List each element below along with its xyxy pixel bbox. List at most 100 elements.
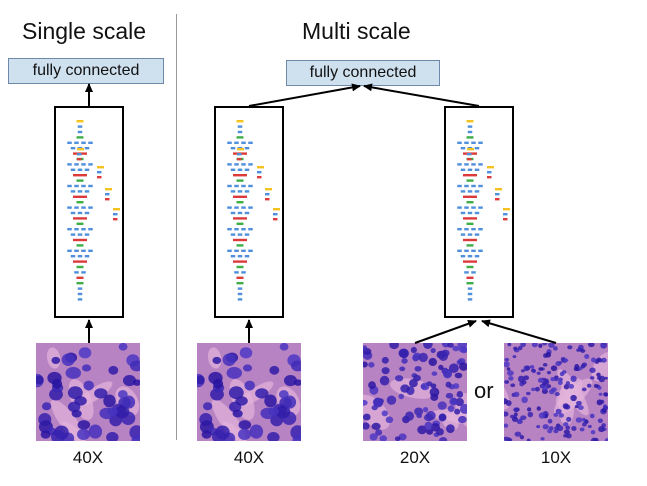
layer-block <box>257 176 262 179</box>
layer-block <box>273 218 278 221</box>
layer-block <box>463 174 470 177</box>
layer-block <box>74 163 79 166</box>
layer-block <box>84 168 90 171</box>
layer-block <box>77 287 83 290</box>
layer-block <box>240 217 247 220</box>
layer-block <box>74 228 79 231</box>
layer-block <box>248 184 253 188</box>
layer-block <box>230 190 236 193</box>
layer-block <box>67 163 72 166</box>
layer-block <box>81 249 86 252</box>
layer-block <box>74 249 79 252</box>
layer-block <box>77 168 83 171</box>
layer-block <box>466 222 474 225</box>
patch-10x <box>504 343 608 441</box>
layer-block <box>76 282 84 285</box>
layer-block <box>113 218 118 221</box>
layer-block <box>236 244 244 247</box>
single-network-box <box>54 106 124 318</box>
layer-block <box>234 163 239 166</box>
layer-block <box>236 179 244 182</box>
layer-block <box>230 147 236 150</box>
layer-block <box>471 184 476 188</box>
layer-block <box>77 148 84 151</box>
layer-block <box>503 218 508 221</box>
single-scale-title: Single scale <box>22 18 147 44</box>
layer-block <box>265 188 272 191</box>
layer-block <box>70 168 76 171</box>
layer-block <box>467 168 473 171</box>
layer-block <box>77 233 83 236</box>
arrow-20x-to-net <box>414 319 477 344</box>
layer-block <box>471 228 476 231</box>
layer-block <box>74 206 79 209</box>
layer-block <box>237 125 243 128</box>
patch-20x <box>363 343 467 441</box>
layer-block <box>240 174 247 177</box>
layer-block <box>234 249 239 252</box>
layer-block <box>84 211 90 215</box>
layer-block <box>230 211 236 215</box>
layer-block <box>227 228 232 231</box>
layer-block <box>70 255 76 258</box>
arrow-net-right-to-fc <box>363 83 480 107</box>
arrow-net-left-to-fc <box>248 83 361 107</box>
layer-block <box>237 211 243 215</box>
layer-block <box>503 213 508 216</box>
layer-block <box>495 193 500 196</box>
layer-block <box>241 141 246 144</box>
histology-image <box>197 343 301 441</box>
layer-block <box>76 222 84 225</box>
layer-block <box>73 174 80 177</box>
layer-block <box>88 228 93 231</box>
layer-block <box>457 184 462 188</box>
layer-block <box>487 166 494 169</box>
layer-block <box>265 198 270 201</box>
layer-block <box>233 152 240 155</box>
layer-block <box>467 298 473 301</box>
network-diagram-icon <box>227 120 280 301</box>
layer-block <box>471 206 476 209</box>
layer-block <box>70 147 76 150</box>
layer-block <box>467 148 474 151</box>
mag-label-10x: 10X <box>540 448 572 467</box>
layer-block <box>466 276 474 279</box>
patch-40x-single <box>36 343 140 441</box>
layer-block <box>237 287 243 290</box>
layer-block <box>236 120 244 123</box>
layer-block <box>113 213 118 216</box>
layer-block <box>76 179 84 182</box>
layer-block <box>227 249 232 252</box>
layer-block <box>464 141 469 144</box>
layer-block <box>73 238 80 242</box>
mag-label-20x: 20X <box>399 448 431 467</box>
layer-block <box>70 233 76 236</box>
layer-block <box>240 260 247 263</box>
layer-block <box>236 282 244 285</box>
layer-block <box>74 271 79 274</box>
layer-block <box>76 244 84 247</box>
layer-block <box>478 141 483 144</box>
layer-block <box>460 190 466 193</box>
layer-block <box>236 276 244 279</box>
layer-block <box>234 184 239 188</box>
layer-block <box>466 282 474 285</box>
layer-block <box>464 206 469 209</box>
layer-block <box>227 141 232 144</box>
layer-block <box>97 176 102 179</box>
layer-block <box>467 233 473 236</box>
layer-block <box>241 163 246 166</box>
or-label: or <box>474 378 494 403</box>
layer-block <box>470 217 477 220</box>
network-diagram-icon <box>457 120 510 301</box>
layer-block <box>237 130 243 134</box>
layer-block <box>73 217 80 220</box>
mag-label-40x-multi: 40X <box>233 448 265 467</box>
layer-block <box>77 255 83 258</box>
layer-block <box>77 153 82 156</box>
layer-block <box>463 152 470 155</box>
layer-block <box>241 271 246 274</box>
layer-block <box>88 141 93 144</box>
layer-block <box>478 249 483 252</box>
